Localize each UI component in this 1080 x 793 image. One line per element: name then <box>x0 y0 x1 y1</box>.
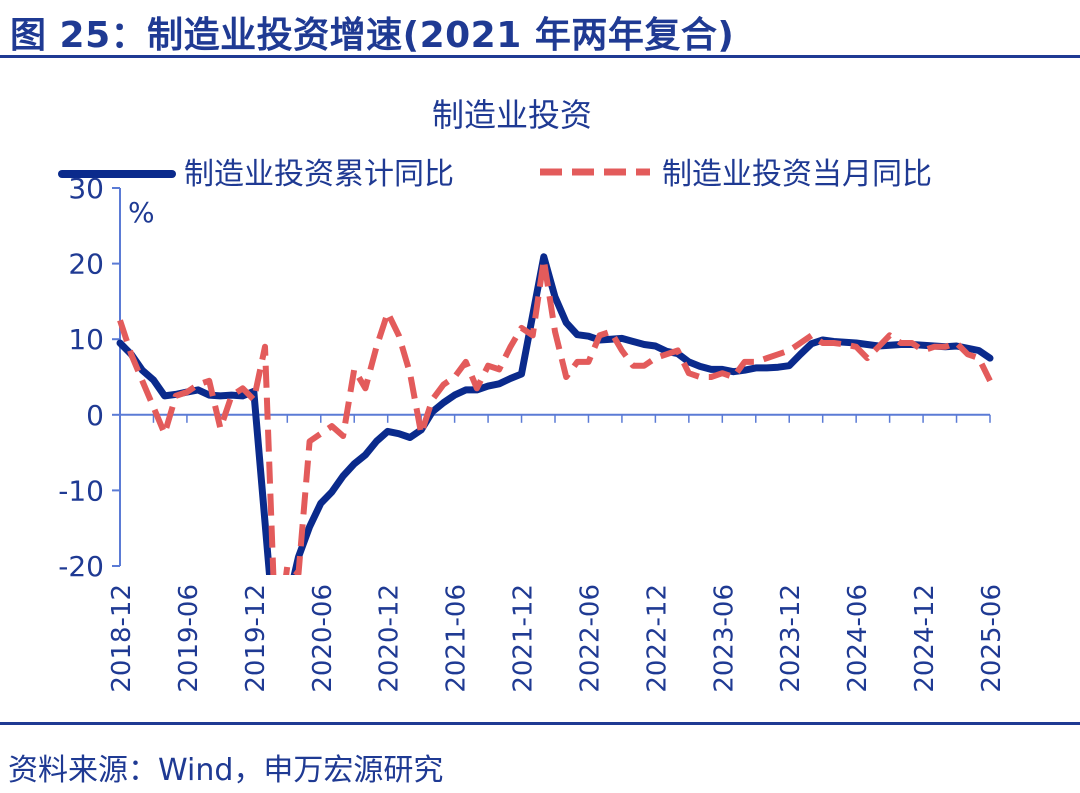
y-unit-label: % <box>128 196 155 229</box>
x-tick-label: 2019-12 <box>241 584 271 693</box>
bottom-divider <box>0 722 1080 725</box>
x-tick-label: 2025-06 <box>977 584 1007 693</box>
figure-title: 图 25：制造业投资增速(2021 年两年复合) <box>10 15 735 56</box>
y-tick-label: 20 <box>68 248 104 281</box>
x-tick-label: 2018-12 <box>107 584 137 693</box>
x-tick-label: 2022-12 <box>642 584 672 693</box>
x-tick-label: 2021-06 <box>442 584 472 693</box>
series-line-cumulative <box>116 253 994 575</box>
y-tick-label: 30 <box>68 172 104 205</box>
x-tick-label: 2022-06 <box>575 584 605 693</box>
x-tick-label: 2019-06 <box>174 584 204 693</box>
y-tick-label: -20 <box>58 550 104 583</box>
legend-label-monthly: 制造业投资当月同比 <box>662 157 932 192</box>
x-tick-label: 2024-06 <box>843 584 873 693</box>
y-tick-label: 10 <box>68 323 104 356</box>
x-tick-label: 2023-12 <box>776 584 806 693</box>
legend-label-cumulative: 制造业投资累计同比 <box>184 157 454 192</box>
top-divider <box>0 55 1080 58</box>
x-tick-label: 2020-12 <box>375 584 405 693</box>
x-tick-label: 2023-06 <box>709 584 739 693</box>
series-line-monthly <box>117 256 993 575</box>
legend: 制造业投资累计同比 制造业投资当月同比 <box>58 157 932 192</box>
y-tick-label: -10 <box>58 474 104 507</box>
series-layer <box>116 253 994 575</box>
source-note: 资料来源：Wind，申万宏源研究 <box>8 753 444 788</box>
x-tick-label: 2020-06 <box>308 584 338 693</box>
x-tick-label: 2024-12 <box>910 584 940 693</box>
chart-title: 制造业投资 <box>432 96 592 134</box>
y-tick-label: 0 <box>86 399 104 432</box>
x-tick-label: 2021-12 <box>509 584 539 693</box>
